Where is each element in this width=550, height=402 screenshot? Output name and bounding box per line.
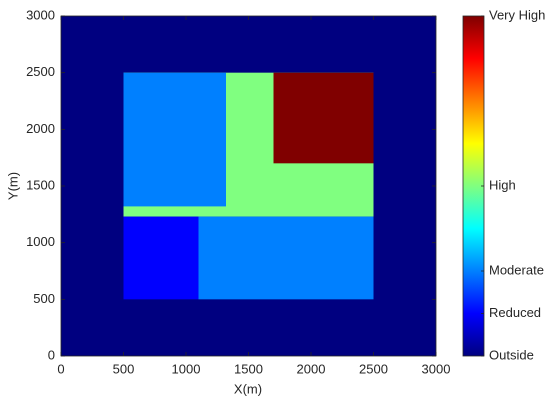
x-tick-label: 3000 <box>422 361 451 376</box>
x-axis-label: X(m) <box>234 381 262 396</box>
y-tick-label: 0 <box>48 347 55 362</box>
colorbar-tick-label: Outside <box>489 347 534 362</box>
y-tick-label: 2500 <box>26 64 55 79</box>
colorbar-tick-label: High <box>489 177 516 192</box>
x-tick-label: 1500 <box>234 361 263 376</box>
region <box>123 216 199 300</box>
region <box>198 216 374 300</box>
x-tick-label: 500 <box>113 361 135 376</box>
y-tick-label: 2000 <box>26 121 55 136</box>
colorbar-tick-label: Very High <box>489 7 545 22</box>
x-tick-label: 2000 <box>297 361 326 376</box>
y-axis-label: Y(m) <box>5 172 20 200</box>
region <box>123 72 226 207</box>
y-tick-label: 1500 <box>26 177 55 192</box>
y-tick-label: 1000 <box>26 234 55 249</box>
y-tick-label: 3000 <box>26 7 55 22</box>
x-tick-label: 1000 <box>172 361 201 376</box>
colorbar <box>462 15 485 357</box>
colorbar-tick-label: Moderate <box>489 262 544 277</box>
x-tick-label: 0 <box>57 361 64 376</box>
colorbar-tick-label: Reduced <box>489 305 541 320</box>
region <box>273 72 374 164</box>
y-tick-label: 500 <box>33 291 55 306</box>
x-tick-label: 2500 <box>359 361 388 376</box>
